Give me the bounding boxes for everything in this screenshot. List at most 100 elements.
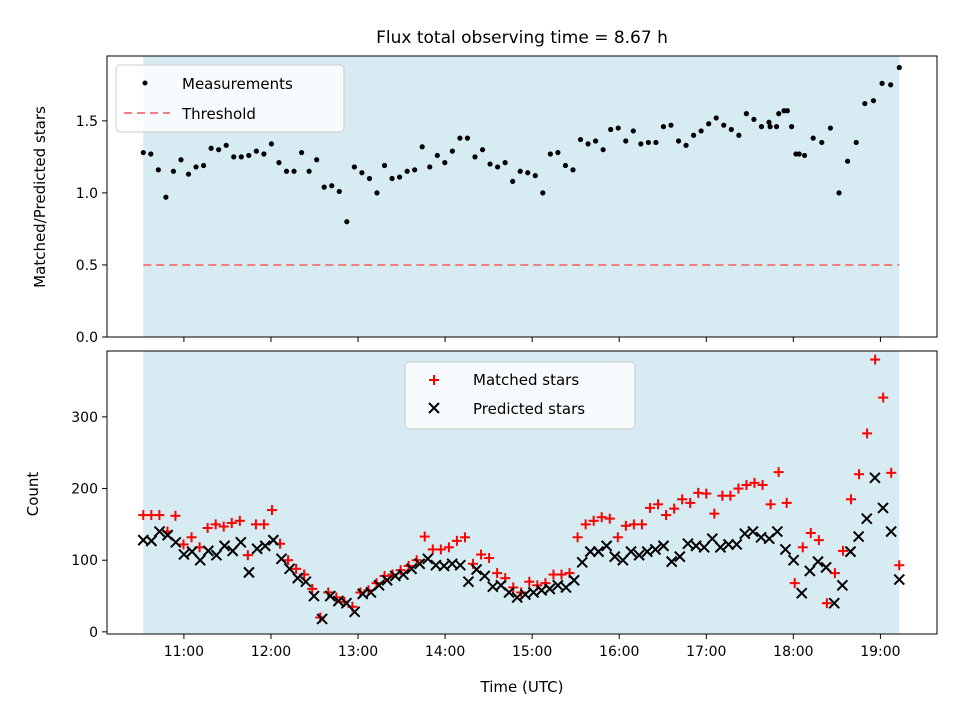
predicted-point (283, 563, 296, 575)
measurement-point (306, 168, 312, 174)
measurement-point (427, 164, 433, 170)
bottom-x-tick-label: 13:00 (338, 644, 378, 660)
predicted-point (470, 563, 483, 576)
matched-point (636, 519, 647, 530)
measurement-point (547, 151, 553, 157)
predicted-point (340, 597, 353, 609)
measurement-point (728, 126, 734, 133)
measurement-point (713, 115, 719, 121)
measurement-point (773, 124, 780, 130)
predicted-point (869, 472, 881, 484)
measurement-point (283, 168, 290, 174)
measurement-point (472, 154, 478, 160)
measurement-point (784, 108, 790, 114)
measurement-point (479, 147, 486, 153)
predicted-point (657, 540, 670, 552)
matched-point (725, 490, 736, 501)
top-panel: 0.0 0.5 1.0 1.5 Matched/Predicted stars Mea… (31, 55, 938, 346)
bottom-y-ticks: 0 100 200 300 (71, 410, 107, 641)
predicted-point (730, 538, 743, 551)
measurements-legend-label: Measurements (182, 75, 293, 93)
measurement-point (208, 145, 214, 151)
measurement-point (570, 167, 576, 173)
matched-point (894, 560, 905, 571)
matched-point (588, 515, 599, 526)
predicted-point (698, 541, 710, 554)
measurement-point (801, 152, 808, 159)
measurement-point (193, 164, 199, 170)
bottom-x-tick-label: 15:00 (512, 644, 552, 660)
matched-point (379, 570, 390, 581)
measurement-point (502, 160, 508, 166)
predicted-point (332, 595, 345, 607)
matched-point (242, 550, 253, 561)
predicted-point (722, 538, 735, 551)
matched-point (733, 483, 744, 494)
predicted-point (552, 579, 564, 591)
measurement-point (845, 158, 851, 164)
measurement-point (698, 128, 704, 134)
matched-point (596, 512, 607, 523)
measurement-point (827, 125, 833, 131)
measurement-point (216, 147, 222, 153)
predicted-point (852, 530, 865, 543)
top-y-tick-label: 1.5 (76, 114, 98, 130)
predicted-point (787, 554, 800, 566)
measurement-point (767, 124, 773, 130)
predicted-point (316, 613, 328, 625)
predicted-point (348, 606, 361, 618)
measurement-point (276, 160, 282, 166)
matched-point (620, 520, 631, 531)
measurement-point (766, 119, 772, 125)
predicted-point (861, 512, 873, 525)
matched-point (210, 519, 221, 530)
predicted-point (226, 545, 239, 557)
matched-point (604, 513, 615, 524)
predicted-point (568, 574, 580, 586)
predicted-point (324, 590, 336, 602)
bottom-y-tick-label: 300 (71, 410, 98, 426)
measurement-point (608, 126, 614, 133)
chart-title: Flux total observing time = 8.67 h (376, 28, 668, 48)
predicted-point (373, 579, 385, 591)
predicted-point (836, 579, 849, 591)
predicted-point (641, 545, 653, 558)
predicted-point (544, 583, 556, 595)
measurement-point (532, 173, 538, 179)
predicted-point (503, 586, 515, 599)
predicted-point (682, 538, 694, 550)
predicted-point (275, 553, 288, 565)
matched-point (701, 488, 712, 499)
measurement-point (366, 175, 373, 182)
measurement-point (577, 136, 584, 143)
matched-point (821, 598, 832, 609)
measurement-point (268, 141, 275, 147)
top-legend: Measurements Threshold (115, 64, 345, 133)
predicted-star-points (137, 472, 905, 625)
matched-point (451, 535, 462, 546)
matched-point (612, 532, 623, 543)
matched-point (862, 428, 873, 439)
bottom-x-tick-label: 18:00 (773, 644, 813, 660)
measurement-point (585, 141, 591, 147)
measurement-point (691, 132, 697, 138)
matched-point (773, 467, 784, 478)
matched-point (805, 527, 816, 538)
matched-point (765, 499, 776, 510)
measurement-point (653, 139, 659, 146)
measurement-point (487, 161, 493, 167)
matched-point (878, 392, 889, 403)
measurement-point (246, 152, 252, 159)
matched-point (757, 479, 768, 490)
measurement-point (743, 111, 749, 117)
measurement-point (412, 167, 418, 173)
matched-point (170, 510, 181, 521)
measurement-point (668, 122, 674, 128)
matched-point (395, 565, 406, 576)
predicted-point (828, 597, 840, 609)
matched-point (226, 517, 237, 528)
matched-point (709, 508, 720, 519)
matched-point (291, 563, 302, 574)
predicted-point (210, 549, 223, 561)
top-axes-frame (106, 55, 938, 338)
